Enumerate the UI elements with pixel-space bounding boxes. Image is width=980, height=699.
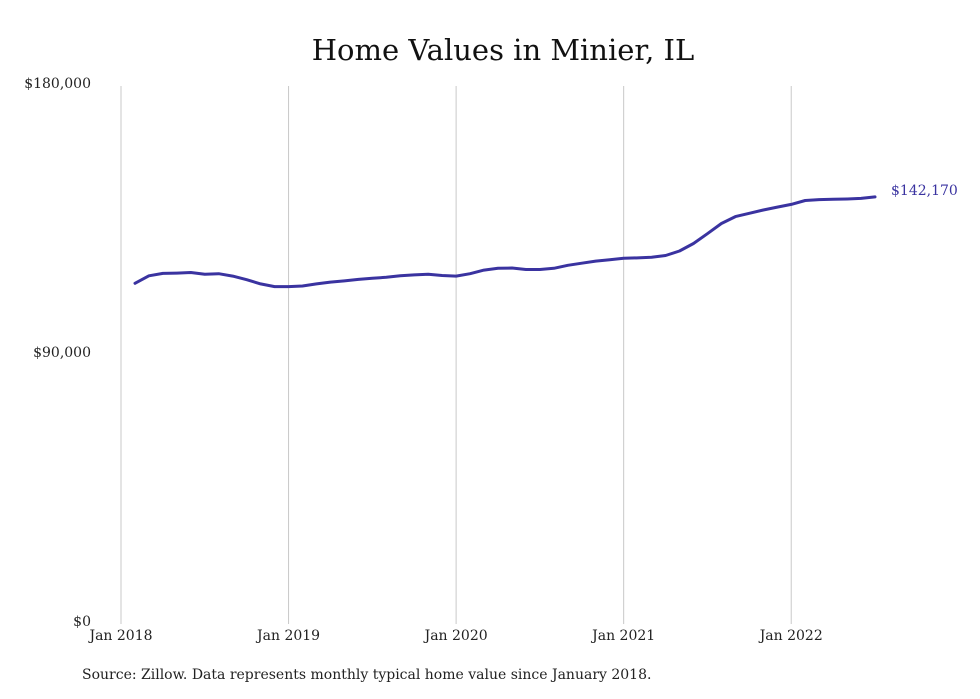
y-axis-ticks: $0 $90,000 $180,000: [24, 76, 91, 630]
chart-title: Home Values in Minier, IL: [312, 33, 695, 67]
source-note: Source: Zillow. Data represents monthly …: [82, 667, 652, 683]
home-value-line: [133, 195, 877, 289]
x-axis-ticks: Jan 2018 Jan 2019 Jan 2020 Jan 2021 Jan 2022: [87, 628, 822, 644]
y-tick-label: $90,000: [33, 345, 91, 361]
x-tick-label: Jan 2018: [87, 628, 152, 644]
y-tick-label: $0: [73, 614, 91, 630]
end-value-label: $142,170: [891, 183, 958, 199]
gridlines: [120, 86, 792, 624]
x-tick-label: Jan 2021: [590, 628, 655, 644]
y-tick-label: $180,000: [24, 76, 91, 92]
x-tick-label: Jan 2019: [255, 628, 320, 644]
x-tick-label: Jan 2022: [758, 628, 823, 644]
x-tick-label: Jan 2020: [423, 628, 488, 644]
